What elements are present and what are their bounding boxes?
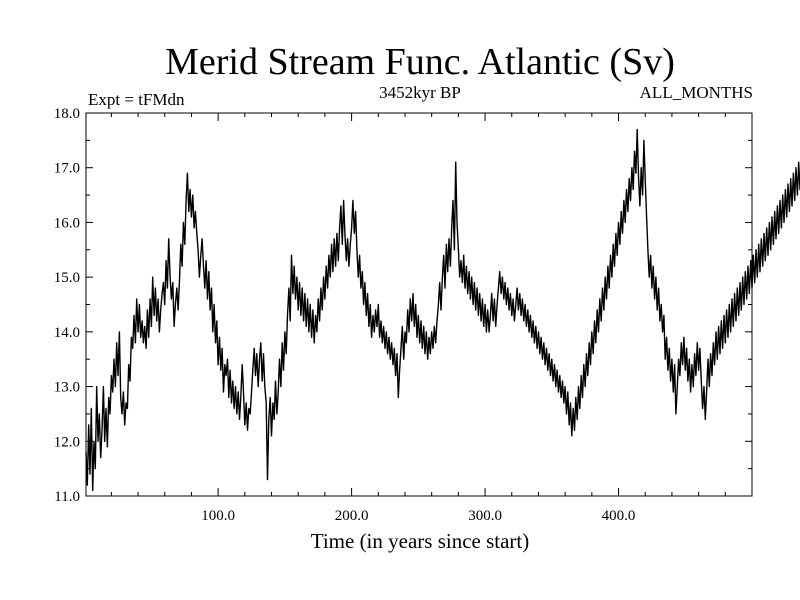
y-tick-label: 18.0 [54, 106, 80, 122]
subtitle-period: 3452kyr BP [379, 83, 461, 102]
y-tick-label: 12.0 [54, 434, 80, 450]
y-tick-label: 14.0 [54, 325, 80, 341]
y-tick-label: 13.0 [54, 380, 80, 396]
chart-title: Merid Stream Func. Atlantic (Sv) [165, 41, 675, 83]
y-tick-label: 15.0 [54, 270, 80, 286]
y-tick-label: 11.0 [54, 489, 80, 505]
subtitle-expt: Expt = tFMdn [88, 90, 185, 109]
axis-tick-labels: 11.0 12.0 13.0 14.0 15.0 16.0 17.0 18.0 100.0 200… [54, 106, 636, 524]
y-tick-label: 16.0 [54, 215, 80, 231]
y-tick-label: 17.0 [54, 161, 80, 177]
subtitle-months: ALL_MONTHS [640, 83, 753, 102]
x-tick-label: 100.0 [201, 508, 235, 524]
series-line [85, 128, 800, 492]
x-tick-label: 300.0 [468, 508, 502, 524]
x-axis-label: Time (in years since start) [311, 529, 530, 553]
x-tick-label: 400.0 [602, 508, 636, 524]
x-tick-label: 200.0 [335, 508, 369, 524]
plot-frame [85, 112, 753, 497]
